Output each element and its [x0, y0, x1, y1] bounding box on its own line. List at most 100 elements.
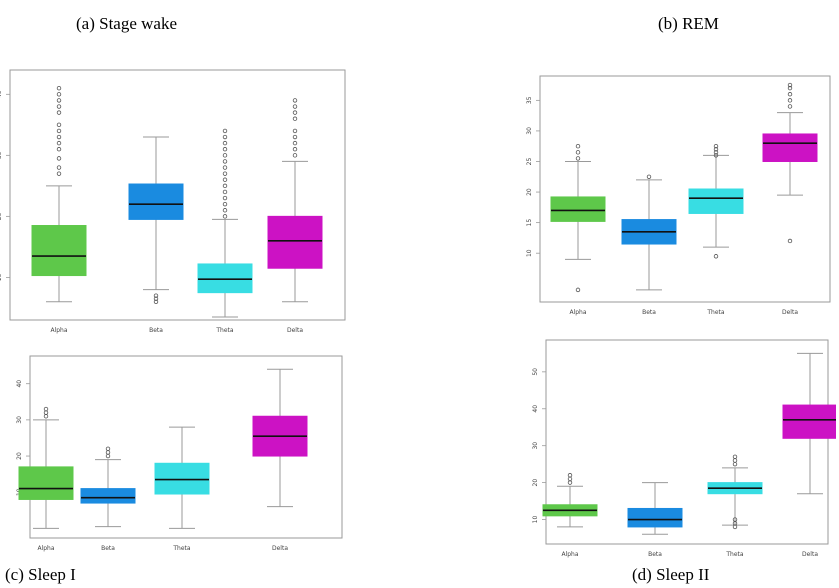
y-tick-label: 35 [526, 96, 533, 104]
y-tick-label: 20 [0, 212, 3, 220]
outlier-theta [713, 153, 719, 158]
outlier-theta [222, 140, 228, 146]
x-tick-label-delta: Delta [782, 309, 798, 316]
outlier-theta [713, 147, 719, 152]
x-tick-label-alpha: Alpha [50, 327, 67, 334]
outlier-theta [222, 195, 228, 201]
boxplot-rem: 10 15 20 25 30 35 Alpha Beta Theta Delta [516, 68, 836, 330]
outlier-delta [292, 110, 298, 115]
box-alpha [550, 196, 606, 222]
outlier-alpha [56, 171, 62, 176]
caption-sleep-1: (c) Sleep I [5, 565, 76, 584]
y-tick-label: 15 [526, 219, 533, 227]
x-tick-label-beta: Beta [648, 551, 662, 558]
outlier-theta [222, 171, 228, 176]
outlier-theta [732, 517, 738, 522]
outlier-theta [222, 165, 228, 170]
boxplot-rem-svg: 10 15 20 25 30 35 Alpha Beta Theta Delta [526, 75, 831, 316]
outlier-alpha [56, 140, 62, 146]
caption-rem: (b) REM [658, 14, 719, 33]
outlier-alpha [56, 98, 62, 103]
box-alpha [18, 466, 74, 500]
outlier-alpha [56, 156, 62, 161]
outlier-alpha [575, 287, 581, 293]
boxplot-stage-wake-svg: 10 20 30 40 Alpha Beta Theta Delta [0, 69, 346, 334]
outlier-theta [732, 524, 738, 530]
box-delta [782, 404, 836, 439]
outlier-beta [646, 174, 652, 179]
outlier-theta [222, 128, 228, 134]
x-tick-label-alpha: Alpha [569, 309, 586, 316]
x-tick-label-theta: Theta [706, 309, 725, 316]
caption-sleep-2: (d) Sleep II [632, 565, 710, 584]
outlier-delta [787, 92, 793, 97]
outlier-delta [787, 98, 793, 103]
y-tick-label: 30 [532, 442, 539, 450]
boxplot-sleep-2-svg: 10 20 30 40 50 Alpha Beta Theta Delta [532, 339, 836, 558]
outlier-delta [292, 134, 298, 140]
outlier-alpha [567, 473, 573, 478]
outlier-delta [292, 104, 298, 109]
outlier-delta [292, 98, 298, 103]
outlier-delta [292, 140, 298, 146]
outlier-beta [153, 293, 159, 298]
x-tick-label-theta: Theta [215, 327, 234, 334]
outlier-delta [292, 116, 298, 121]
outlier-delta [292, 128, 298, 134]
y-tick-label: 40 [532, 405, 539, 413]
box-theta [688, 188, 744, 214]
outlier-theta [222, 183, 228, 189]
outlier-beta [105, 446, 111, 452]
plot-frame [545, 339, 829, 545]
outlier-theta [713, 150, 719, 155]
x-tick-label-delta: Delta [287, 327, 303, 334]
outlier-theta [222, 189, 228, 195]
outlier-theta [222, 208, 228, 213]
box-alpha [31, 225, 87, 277]
outlier-beta [153, 296, 159, 301]
outlier-theta [732, 461, 738, 467]
y-tick-label: 10 [526, 249, 533, 257]
caption-stage-wake: (a) Stage wake [76, 14, 178, 33]
outlier-alpha [56, 104, 62, 109]
outlier-theta [222, 201, 228, 207]
x-tick-label-theta: Theta [172, 545, 191, 552]
outlier-alpha [575, 156, 581, 161]
outlier-alpha [56, 165, 62, 170]
outlier-alpha [43, 414, 49, 419]
box-beta [128, 183, 184, 220]
outlier-theta [222, 153, 228, 158]
outlier-theta [732, 454, 738, 459]
plot-frame [29, 355, 343, 539]
x-tick-label-theta: Theta [725, 551, 744, 558]
y-tick-label: 20 [526, 188, 533, 196]
y-tick-label: 30 [0, 151, 3, 159]
outlier-beta [105, 453, 111, 459]
outlier-alpha [575, 143, 581, 149]
box-theta [154, 462, 210, 495]
x-tick-label-beta: Beta [642, 309, 656, 316]
x-tick-label-delta: Delta [272, 545, 288, 552]
outlier-alpha [575, 150, 581, 155]
y-tick-label: 40 [16, 380, 23, 388]
outlier-alpha [56, 122, 62, 128]
outlier-delta [292, 147, 298, 152]
outlier-theta [222, 134, 228, 140]
outlier-alpha [43, 410, 49, 415]
outlier-theta [713, 254, 719, 259]
outlier-theta [222, 147, 228, 152]
box-delta [762, 133, 818, 162]
x-tick-label-alpha: Alpha [561, 551, 578, 558]
outlier-alpha [56, 147, 62, 152]
outlier-alpha [56, 128, 62, 134]
box-beta [627, 507, 683, 528]
x-tick-label-alpha: Alpha [37, 545, 54, 552]
outlier-delta [292, 153, 298, 158]
y-tick-label: 10 [0, 273, 3, 281]
outlier-delta [787, 104, 793, 109]
outlier-beta [105, 450, 111, 455]
y-tick-label: 20 [532, 479, 539, 487]
box-delta [267, 215, 323, 269]
y-tick-label: 40 [0, 90, 3, 98]
